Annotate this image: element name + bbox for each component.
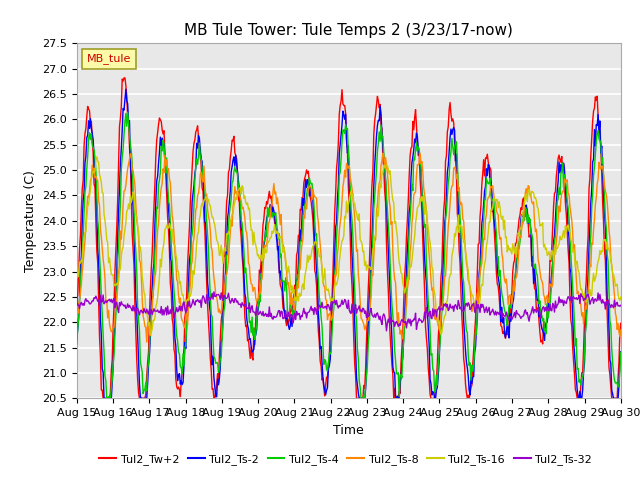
Title: MB Tule Tower: Tule Temps 2 (3/23/17-now): MB Tule Tower: Tule Temps 2 (3/23/17-now… [184, 23, 513, 38]
Y-axis label: Temperature (C): Temperature (C) [24, 170, 36, 272]
Legend: MB_tule: MB_tule [83, 49, 136, 69]
X-axis label: Time: Time [333, 424, 364, 437]
Legend: Tul2_Tw+2, Tul2_Ts-2, Tul2_Ts-4, Tul2_Ts-8, Tul2_Ts-16, Tul2_Ts-32: Tul2_Tw+2, Tul2_Ts-2, Tul2_Ts-4, Tul2_Ts… [95, 450, 596, 469]
